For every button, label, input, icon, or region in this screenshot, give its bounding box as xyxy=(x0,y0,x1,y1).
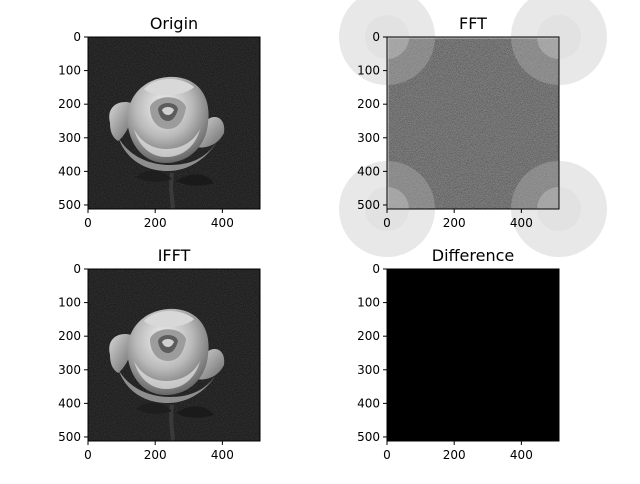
image-fft-magnitude-spectrum xyxy=(339,0,607,257)
y-tick-label: 0 xyxy=(372,30,380,44)
y-tick-label: 500 xyxy=(58,198,81,212)
y-tick-label: 500 xyxy=(357,430,380,444)
panel-title: IFFT xyxy=(158,246,191,265)
y-tick-label: 100 xyxy=(357,64,380,78)
y-tick-label: 400 xyxy=(357,396,380,410)
y-tick-label: 0 xyxy=(372,262,380,276)
axes-frame xyxy=(87,36,261,210)
y-tick-label: 400 xyxy=(58,164,81,178)
x-tick-label: 400 xyxy=(211,448,234,462)
y-tick-label: 0 xyxy=(73,262,81,276)
axes-frame xyxy=(386,268,560,442)
panel-difference: Difference 0 200 400 0 100 200 300 400 500 xyxy=(357,246,560,462)
x-tick-label: 0 xyxy=(84,216,92,230)
panel-title: Origin xyxy=(150,14,198,33)
y-tick-label: 500 xyxy=(58,430,81,444)
y-tick-label: 200 xyxy=(357,329,380,343)
x-tick-label: 200 xyxy=(443,216,466,230)
y-tick-label: 0 xyxy=(73,30,81,44)
panel-title: Difference xyxy=(432,246,514,265)
y-tick-label: 200 xyxy=(58,97,81,111)
y-tick-label: 200 xyxy=(357,97,380,111)
y-tick-label: 200 xyxy=(58,329,81,343)
y-tick-label: 400 xyxy=(357,164,380,178)
x-tick-label: 0 xyxy=(383,216,391,230)
x-tick-label: 400 xyxy=(510,448,533,462)
image-rose-grayscale-photo xyxy=(88,269,260,443)
image-rose-grayscale-photo xyxy=(88,37,260,211)
y-tick-label: 300 xyxy=(58,131,81,145)
panel-origin: Origin 0 200 400 0 100 200 300 400 500 xyxy=(58,14,261,230)
x-tick-label: 400 xyxy=(510,216,533,230)
image-all-black xyxy=(387,269,559,441)
panel-ifft: IFFT 0 200 400 0 100 200 300 400 500 xyxy=(58,246,261,462)
panel-title: FFT xyxy=(459,14,487,33)
x-tick-label: 200 xyxy=(144,448,167,462)
y-tick-label: 400 xyxy=(58,396,81,410)
y-tick-label: 300 xyxy=(58,363,81,377)
x-tick-label: 400 xyxy=(211,216,234,230)
x-tick-label: 200 xyxy=(443,448,466,462)
y-tick-label: 300 xyxy=(357,363,380,377)
y-tick-label: 100 xyxy=(58,296,81,310)
x-tick-label: 0 xyxy=(383,448,391,462)
axes-frame xyxy=(386,36,560,210)
panel-fft: FFT 0 200 400 0 100 200 300 400 500 xyxy=(339,0,607,257)
x-tick-label: 0 xyxy=(84,448,92,462)
axes-frame xyxy=(87,268,261,442)
y-tick-label: 300 xyxy=(357,131,380,145)
y-tick-label: 100 xyxy=(357,296,380,310)
x-tick-label: 200 xyxy=(144,216,167,230)
y-tick-label: 100 xyxy=(58,64,81,78)
y-tick-label: 500 xyxy=(357,198,380,212)
